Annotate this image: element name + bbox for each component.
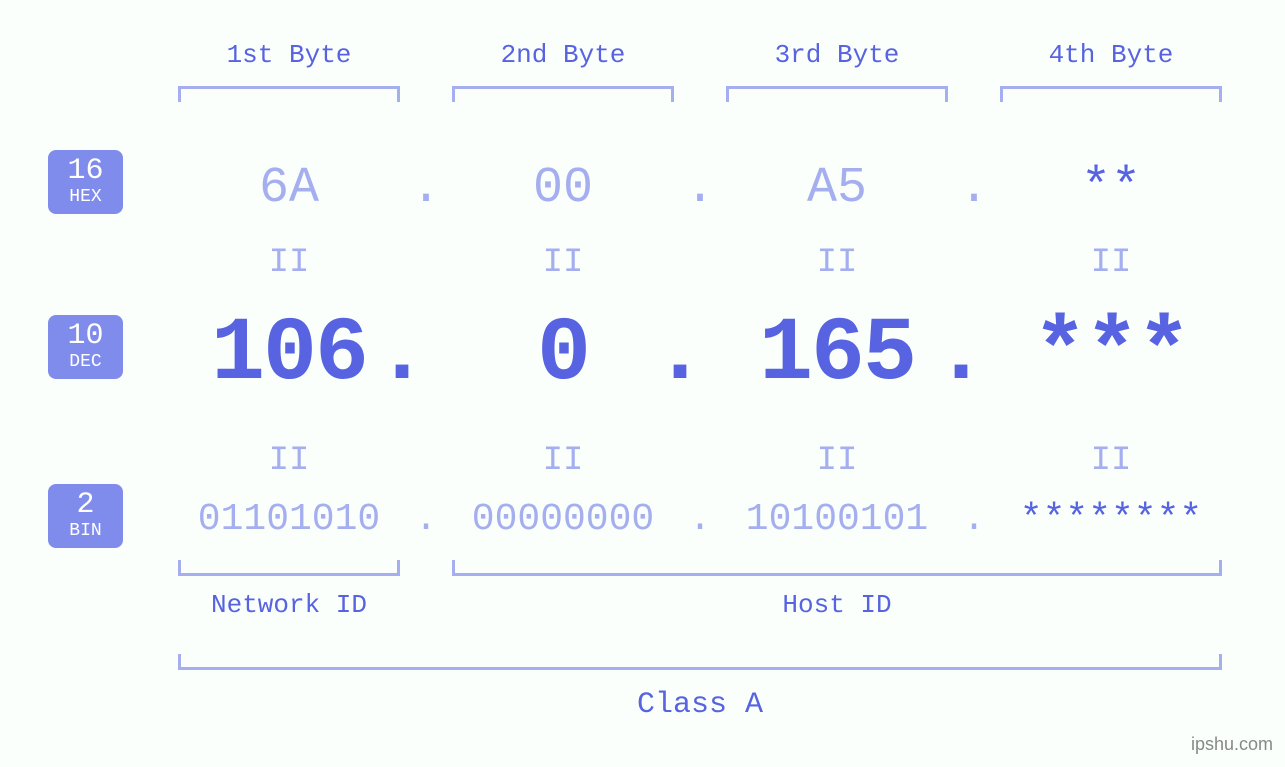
hex-val-3: A5 [726,160,948,217]
dec-val-3: 165 [726,304,948,406]
bin-dot-1: . [414,498,438,541]
hex-val-4: ** [1000,160,1222,217]
badge-dec: 10 DEC [48,315,123,379]
hex-val-2: 00 [452,160,674,217]
dec-dot-3: . [931,304,991,406]
dec-val-2: 0 [452,304,674,406]
bin-val-1: 01101010 [178,498,400,541]
bin-val-3: 10100101 [726,498,948,541]
bracket-top-1 [178,86,400,102]
badge-dec-num: 10 [48,321,123,351]
bin-val-2: 00000000 [452,498,674,541]
eq1-4: II [1000,244,1222,282]
bin-dot-3: . [962,498,986,541]
eq2-4: II [1000,442,1222,480]
bracket-network [178,560,400,576]
bracket-host [452,560,1222,576]
bracket-top-2 [452,86,674,102]
bracket-class [178,654,1222,670]
hex-dot-3: . [948,160,1000,217]
hex-dot-2: . [674,160,726,217]
hex-dot-1: . [400,160,452,217]
badge-dec-name: DEC [48,353,123,371]
eq2-1: II [178,442,400,480]
dec-dot-1: . [372,304,432,406]
badge-bin: 2 BIN [48,484,123,548]
watermark: ipshu.com [1191,734,1273,755]
byte-label-3: 3rd Byte [726,40,948,70]
eq1-2: II [452,244,674,282]
badge-bin-name: BIN [48,522,123,540]
badge-bin-num: 2 [48,490,123,520]
bracket-top-3 [726,86,948,102]
eq1-3: II [726,244,948,282]
dec-val-1: 106 [178,304,400,406]
bracket-top-4 [1000,86,1222,102]
eq1-1: II [178,244,400,282]
hex-val-1: 6A [178,160,400,217]
byte-label-1: 1st Byte [178,40,400,70]
label-network: Network ID [178,590,400,620]
bin-val-4: ******** [1000,498,1222,541]
dec-val-4: *** [1000,304,1222,406]
badge-hex: 16 HEX [48,150,123,214]
badge-hex-num: 16 [48,156,123,186]
label-host: Host ID [452,590,1222,620]
eq2-3: II [726,442,948,480]
eq2-2: II [452,442,674,480]
badge-hex-name: HEX [48,188,123,206]
label-class: Class A [178,688,1222,722]
dec-dot-2: . [650,304,710,406]
bin-dot-2: . [688,498,712,541]
byte-label-4: 4th Byte [1000,40,1222,70]
byte-label-2: 2nd Byte [452,40,674,70]
